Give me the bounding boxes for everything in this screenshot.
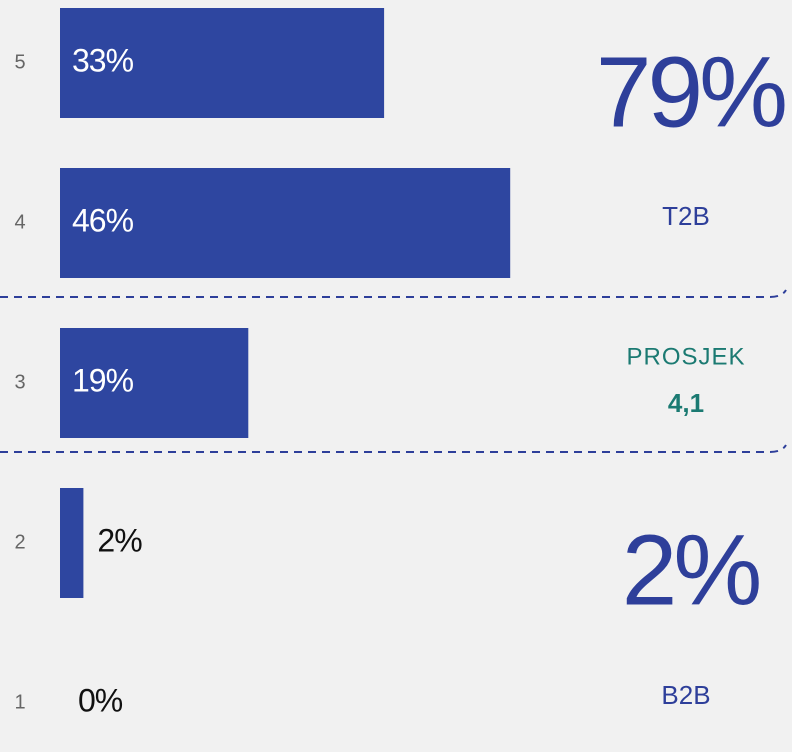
b2b-label: B2B xyxy=(661,680,710,710)
y-tick-label: 1 xyxy=(14,691,25,713)
mean-value: 4,1 xyxy=(668,388,704,418)
value-label: 46% xyxy=(72,202,134,238)
y-tick-label: 2 xyxy=(14,531,25,553)
value-label: 2% xyxy=(97,522,142,558)
divider xyxy=(0,444,787,453)
t2b-label: T2B xyxy=(662,201,710,231)
bar xyxy=(60,168,511,278)
b2b-value: 2% xyxy=(622,514,760,626)
value-label: 19% xyxy=(72,362,134,398)
y-tick-label: 4 xyxy=(14,211,25,233)
value-label: 33% xyxy=(72,42,134,78)
bar xyxy=(60,328,249,438)
y-tick-label: 3 xyxy=(14,371,25,393)
y-tick-label: 5 xyxy=(14,51,25,73)
bar xyxy=(60,8,385,118)
bar xyxy=(60,488,84,598)
t2b-value: 79% xyxy=(596,36,785,148)
value-label: 0% xyxy=(78,682,123,718)
mean-label: PROSJEK xyxy=(626,343,745,370)
divider xyxy=(0,289,787,298)
